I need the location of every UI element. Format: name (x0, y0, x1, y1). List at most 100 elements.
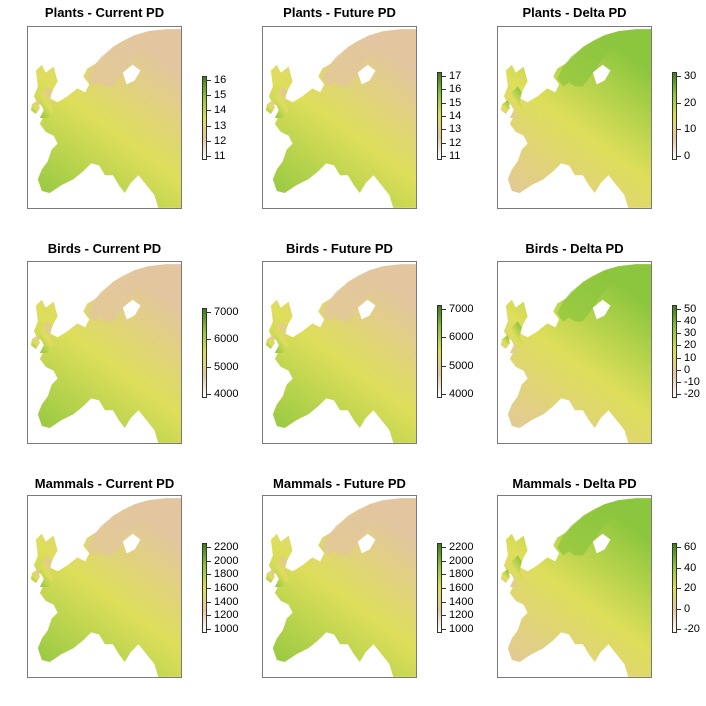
legend-tick-label: 1200 (214, 609, 239, 622)
landmass-ireland (500, 569, 510, 584)
legend-tick (207, 110, 211, 112)
landmass-mainland (268, 29, 416, 208)
legend-tick-label: 1000 (214, 623, 239, 635)
legend-tick (677, 129, 681, 131)
legend-tick-label: 20 (684, 339, 697, 352)
landmass-ireland (30, 335, 40, 350)
europe-map-plants-future (265, 29, 416, 208)
landmass-mainland (33, 264, 181, 443)
legend-tick (442, 142, 446, 144)
legend-tick-label: 30 (684, 327, 697, 340)
landmass-britain (39, 555, 54, 587)
legend-tick-label: 10 (684, 351, 697, 364)
landmass-britain (274, 86, 289, 118)
legend-tick-label: 0 (684, 363, 691, 376)
landmass-britain (509, 86, 524, 118)
legend-tick-label: 14 (214, 104, 227, 117)
legend-tick-label: 17 (449, 70, 462, 82)
legend-colorbar (437, 305, 442, 398)
legend-tick-label: 13 (449, 123, 462, 136)
legend-tick-label: 4000 (214, 388, 239, 400)
landmass-scandinavia (322, 508, 380, 556)
landmass-scandinavia (557, 39, 615, 87)
legend-tick-label: 5000 (449, 359, 474, 372)
legend-tick (442, 588, 446, 589)
map-panel-plants-delta (497, 26, 652, 209)
legend-tick-label: 0 (684, 602, 691, 615)
map-panel-birds-delta (497, 261, 652, 444)
panel-title-plants-current: Plants - Current PD (44, 5, 165, 20)
landmass-scandinavia (557, 274, 615, 322)
water-mediterranean (77, 410, 107, 443)
legend-tick-label: 1200 (449, 609, 474, 622)
legend-tick (207, 95, 211, 97)
water-baltic (592, 533, 611, 554)
map-panel-birds-future (262, 261, 417, 444)
legend-tick (207, 394, 211, 395)
legend-tick (677, 102, 681, 104)
legend-mammals-current: 2200 2000 1800 1600 1400 1200 1000 (202, 541, 252, 635)
landmass-scandinavia (322, 274, 380, 322)
landmass-britain (274, 321, 289, 353)
europe-map-mammals-current (30, 498, 181, 677)
legend-tick (677, 381, 681, 383)
map-panel-plants-current (27, 26, 182, 209)
legend-tick-label: 12 (214, 134, 227, 147)
legend-colorbar (672, 72, 677, 160)
landmass-mainland (268, 264, 416, 443)
landmass-britain (39, 321, 54, 353)
legend-birds-delta: 50 40 30 20 10 0 -10 -20 (672, 304, 706, 400)
landmass-ireland (30, 569, 40, 584)
legend-tick-label: 11 (214, 150, 226, 162)
legend-tick (207, 140, 211, 142)
legend-tick (442, 629, 446, 630)
landmass-ireland (265, 335, 275, 350)
landmass-mainland (33, 29, 181, 208)
legend-tick (677, 345, 681, 347)
legend-tick (207, 547, 211, 548)
panel-title-birds-future: Birds - Future PD (286, 241, 393, 256)
landmass-scandinavia (557, 508, 615, 556)
legend-tick (207, 125, 211, 127)
legend-tick-label: 1400 (214, 595, 239, 608)
legend-tick (442, 560, 446, 562)
landmass-mainland (503, 264, 651, 443)
europe-map-birds-future (265, 264, 416, 443)
legend-colorbar (202, 76, 207, 160)
map-panel-mammals-delta (497, 495, 652, 678)
panel-title-mammals-future: Mammals - Future PD (273, 476, 406, 491)
map-panel-birds-current (27, 261, 182, 444)
landmass-ireland (500, 100, 510, 115)
legend-tick (442, 337, 446, 339)
legend-tick (207, 615, 211, 617)
legend-tick (677, 357, 681, 359)
legend-tick-label: 2000 (449, 554, 474, 567)
legend-tick (207, 339, 211, 341)
legend-tick-label: 10 (684, 123, 697, 136)
legend-colorbar (437, 72, 442, 160)
landmass-scandinavia (87, 39, 145, 87)
legend-tick-label: 2200 (449, 541, 474, 553)
water-mediterranean (312, 175, 342, 208)
legend-tick-label: 6000 (214, 333, 239, 346)
legend-plants-delta: 30 20 10 0 (672, 71, 706, 162)
legend-tick (207, 156, 211, 157)
legend-tick (677, 369, 681, 371)
legend-tick-label: 15 (214, 89, 227, 102)
legend-tick-label: 6000 (449, 331, 474, 344)
panel-title-plants-delta: Plants - Delta PD (522, 5, 627, 20)
legend-tick (442, 574, 446, 576)
legend-tick-label: 1600 (214, 582, 239, 594)
water-baltic (357, 64, 376, 85)
legend-tick (442, 394, 446, 395)
europe-map-mammals-delta (500, 498, 651, 677)
legend-tick-label: 12 (449, 136, 462, 149)
legend-tick-label: 2200 (214, 541, 239, 553)
panel-title-mammals-current: Mammals - Current PD (34, 476, 175, 491)
europe-map-plants-delta (500, 29, 651, 208)
legend-tick (442, 547, 446, 548)
legend-tick (677, 394, 681, 395)
legend-tick (207, 560, 211, 562)
landmass-scandinavia (322, 39, 380, 87)
